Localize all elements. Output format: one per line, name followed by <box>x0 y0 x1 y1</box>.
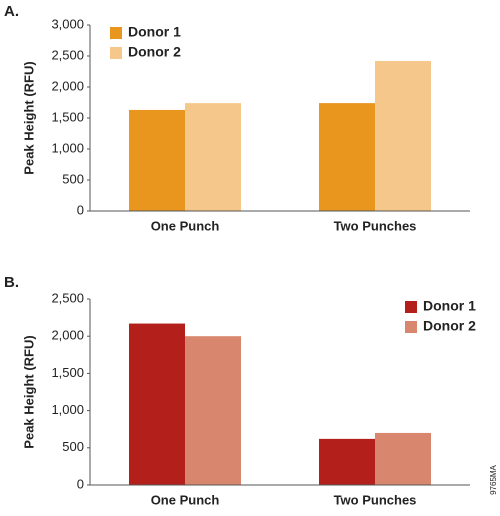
legend-swatch <box>110 47 122 59</box>
y-tick-label: 0 <box>77 476 84 491</box>
x-tick-label: Two Punches <box>334 218 417 233</box>
bar <box>185 336 241 485</box>
bar <box>129 109 185 211</box>
legend-label: Donor 2 <box>128 44 181 60</box>
y-axis-title: Peak Height (RFU) <box>21 335 36 448</box>
y-tick-label: 1,500 <box>51 109 84 124</box>
y-tick-label: 2,000 <box>51 328 84 343</box>
bar <box>319 103 375 211</box>
bar <box>375 432 431 485</box>
y-axis-title: Peak Height (RFU) <box>21 61 36 174</box>
legend-swatch <box>110 27 122 39</box>
legend-swatch <box>405 321 417 333</box>
legend-label: Donor 1 <box>128 24 181 40</box>
y-tick-label: 500 <box>62 439 84 454</box>
y-tick-label: 1,000 <box>51 140 84 155</box>
y-tick-label: 2,000 <box>51 78 84 93</box>
bar <box>129 323 185 485</box>
y-tick-label: 2,500 <box>51 47 84 62</box>
legend-swatch <box>405 301 417 313</box>
legend-label: Donor 2 <box>423 318 476 334</box>
figure-code: 9765MA <box>489 464 498 494</box>
x-tick-label: One Punch <box>151 218 220 233</box>
bar <box>319 438 375 485</box>
panel-label: A. <box>4 3 19 20</box>
y-tick-label: 3,000 <box>51 16 84 31</box>
bar <box>185 103 241 211</box>
x-tick-label: Two Punches <box>334 492 417 507</box>
y-tick-label: 500 <box>62 171 84 186</box>
x-tick-label: One Punch <box>151 492 220 507</box>
panel-label: B. <box>4 274 19 291</box>
y-tick-label: 0 <box>77 202 84 217</box>
y-tick-label: 1,000 <box>51 402 84 417</box>
y-tick-label: 2,500 <box>51 290 84 305</box>
y-tick-label: 1,500 <box>51 365 84 380</box>
bar <box>375 60 431 212</box>
legend-label: Donor 1 <box>423 298 476 314</box>
